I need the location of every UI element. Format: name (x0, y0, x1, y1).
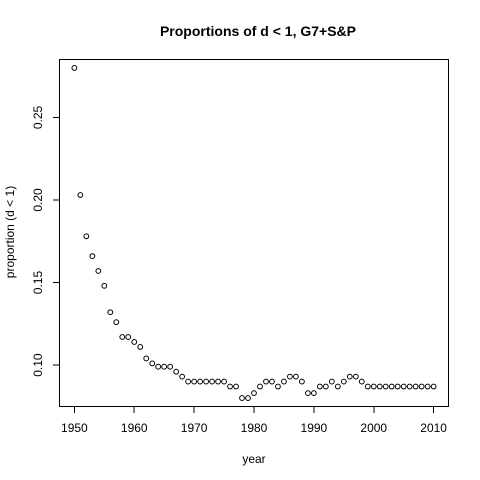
x-tick-label: 2000 (360, 421, 387, 435)
data-point (95, 268, 102, 274)
data-point (382, 383, 389, 390)
data-point (281, 378, 287, 385)
data-point (143, 355, 150, 362)
data-point (257, 383, 263, 390)
data-point (424, 383, 431, 390)
data-point (221, 378, 227, 385)
data-point (293, 373, 299, 380)
y-tick-label: 0.20 (31, 188, 45, 212)
data-point (173, 368, 180, 375)
data-point (376, 383, 383, 390)
data-points (71, 65, 437, 401)
data-point (430, 383, 437, 390)
data-point (340, 378, 347, 385)
data-point (364, 383, 371, 390)
data-point (179, 373, 186, 380)
x-tick-label: 1970 (181, 421, 208, 435)
data-point (167, 363, 174, 370)
data-point (304, 390, 311, 397)
data-point (275, 383, 281, 390)
data-point (406, 383, 413, 390)
data-point (71, 65, 78, 71)
data-point (400, 383, 407, 390)
data-point (161, 363, 168, 370)
data-point (322, 383, 329, 390)
data-point (394, 383, 401, 390)
data-point (328, 378, 335, 385)
y-axis-ticks: 0.10 0.15 0.20 0.25 (31, 105, 60, 377)
data-point (149, 360, 156, 367)
data-point (155, 363, 162, 370)
y-axis-label: proportion (d < 1) (3, 186, 17, 278)
data-point (352, 373, 359, 380)
data-point (209, 378, 215, 385)
data-point (310, 390, 317, 397)
data-point (77, 192, 84, 198)
data-point (119, 334, 126, 340)
data-point (185, 378, 192, 385)
data-point (137, 344, 144, 350)
x-tick-label: 1990 (301, 421, 328, 435)
data-point (239, 395, 245, 401)
data-point (101, 282, 108, 289)
data-point (334, 383, 341, 390)
data-point (131, 339, 138, 345)
x-tick-label: 1950 (61, 421, 88, 435)
y-tick-label: 0.15 (31, 271, 45, 295)
data-point (227, 383, 233, 390)
data-point (346, 373, 353, 380)
data-point (245, 395, 251, 401)
data-point (125, 334, 132, 340)
data-point (107, 309, 114, 316)
x-axis-label: year (242, 452, 265, 466)
data-point (370, 383, 377, 390)
data-point (358, 378, 365, 385)
data-point (197, 378, 204, 385)
x-tick-label: 1980 (241, 421, 268, 435)
data-point (233, 383, 239, 390)
data-point (191, 378, 198, 385)
data-point (287, 373, 293, 380)
data-point (113, 319, 120, 326)
data-point (269, 378, 275, 385)
data-point (203, 378, 209, 385)
y-tick-label: 0.25 (31, 105, 45, 129)
data-point (251, 390, 257, 397)
chart-title: Proportions of d < 1, G7+S&P (160, 23, 356, 39)
data-point (316, 383, 323, 390)
x-tick-label: 2010 (420, 421, 447, 435)
data-point (388, 383, 395, 390)
data-point (299, 378, 305, 385)
data-point (83, 233, 90, 240)
y-tick-label: 0.10 (31, 353, 45, 377)
data-point (412, 383, 419, 390)
data-point (89, 253, 96, 260)
x-tick-label: 1960 (121, 421, 148, 435)
x-axis-ticks: 1950 1960 1970 1980 1990 2000 2010 (61, 406, 447, 435)
data-point (263, 378, 269, 385)
data-point (215, 378, 221, 385)
data-point (418, 383, 425, 390)
plot-frame (59, 59, 449, 407)
